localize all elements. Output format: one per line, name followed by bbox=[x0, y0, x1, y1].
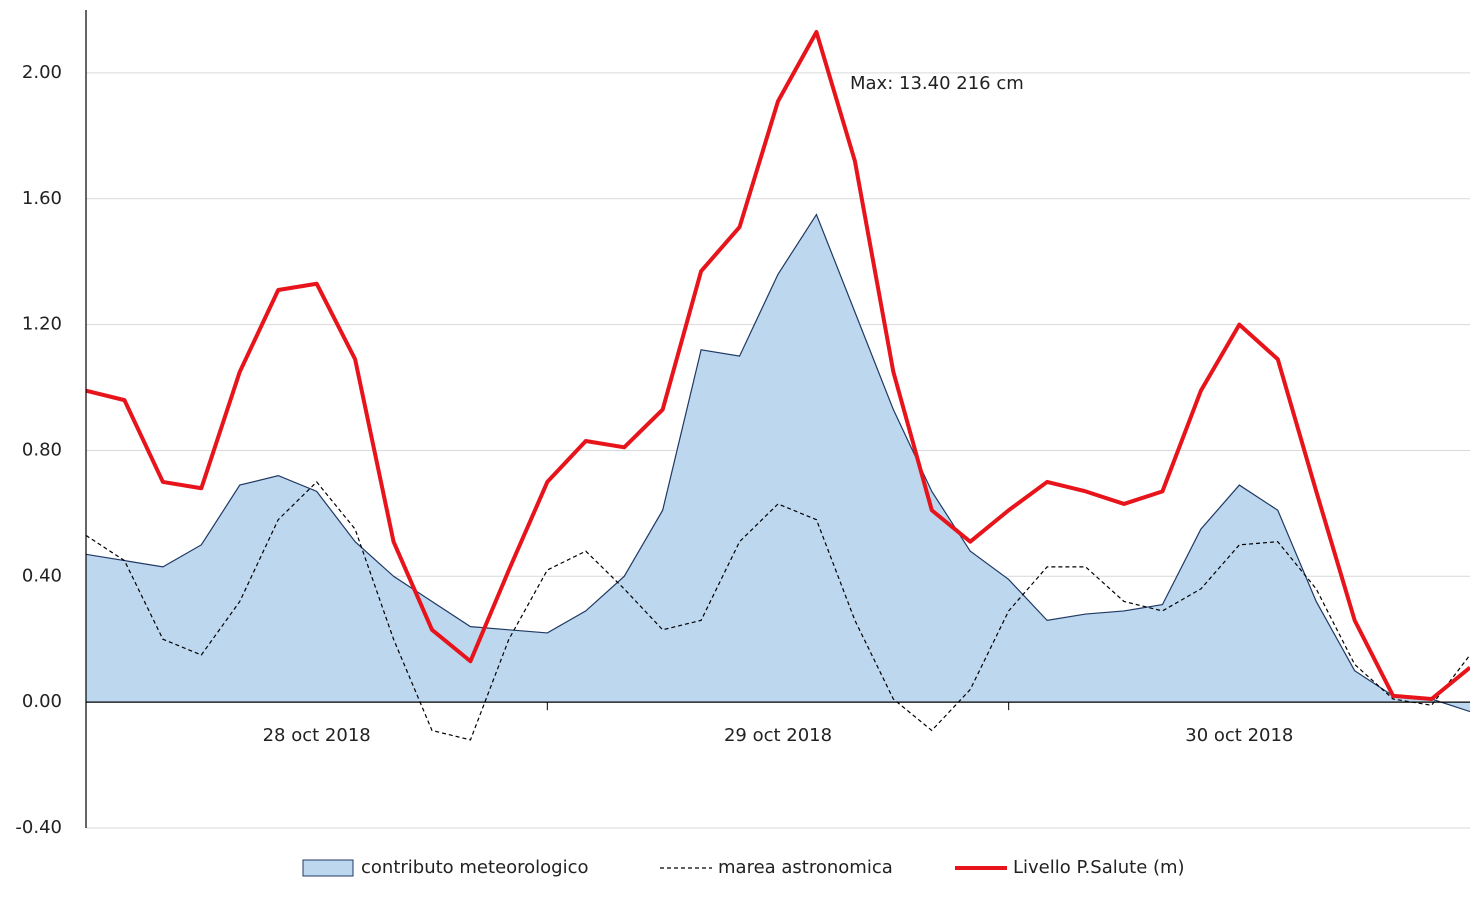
legend-label: Livello P.Salute (m) bbox=[1013, 857, 1185, 878]
y-tick-label: 0.00 bbox=[22, 691, 62, 712]
legend-label: contributo meteorologico bbox=[361, 857, 589, 878]
x-tick-label: 28 oct 2018 bbox=[263, 725, 371, 746]
y-tick-label: 2.00 bbox=[22, 62, 62, 83]
y-tick-label: -0.40 bbox=[15, 817, 62, 838]
legend-label: marea astronomica bbox=[718, 857, 893, 878]
area-outline bbox=[85, 213, 1470, 713]
y-tick-label: 1.20 bbox=[22, 314, 62, 335]
legend-swatch bbox=[302, 859, 354, 877]
x-tick-label: 30 oct 2018 bbox=[1185, 725, 1293, 746]
line bbox=[85, 481, 1470, 741]
line bbox=[85, 30, 1470, 702]
y-tick-label: 0.80 bbox=[22, 439, 62, 460]
y-tick-label: 1.60 bbox=[22, 188, 62, 209]
area bbox=[86, 214, 1470, 712]
annotation: Max: 13.40 216 cm bbox=[850, 73, 1024, 94]
y-tick-label: 0.40 bbox=[22, 565, 62, 586]
x-tick-label: 29 oct 2018 bbox=[724, 725, 832, 746]
